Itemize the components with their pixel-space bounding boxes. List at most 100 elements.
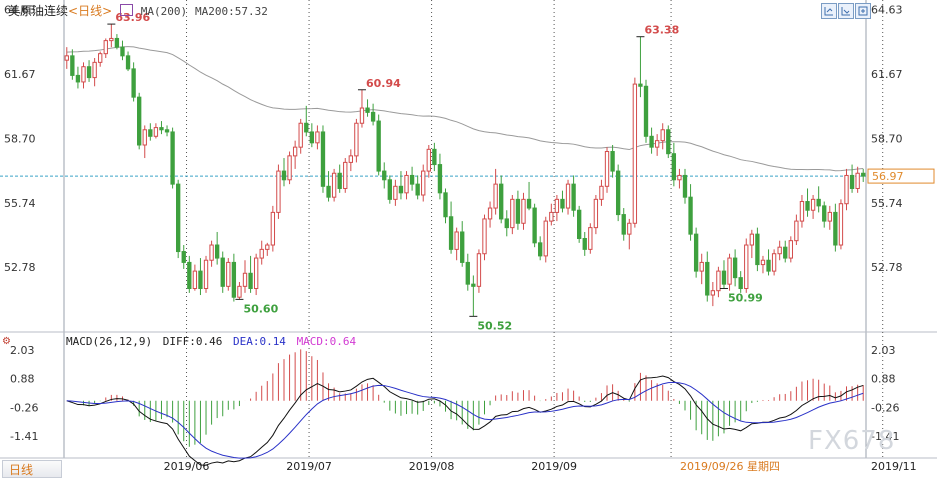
macd-y-tick-right: 0.88 bbox=[871, 373, 896, 386]
macd-diff-line bbox=[66, 375, 864, 466]
candle-body bbox=[276, 170, 281, 213]
x-tick-label: 2019/07 bbox=[286, 460, 332, 473]
candle-body bbox=[699, 261, 704, 272]
candle-body bbox=[504, 218, 509, 229]
candle-body bbox=[287, 155, 292, 181]
ma-value: MA200:57.32 bbox=[194, 5, 268, 18]
price-y-tick-right: 61.67 bbox=[871, 68, 903, 81]
candle-body bbox=[454, 231, 459, 250]
candle-body bbox=[192, 270, 198, 290]
candle-body bbox=[460, 231, 465, 263]
candle-body bbox=[304, 122, 309, 133]
price-y-tick-left: 55.74 bbox=[4, 197, 36, 210]
candle-body bbox=[92, 61, 97, 79]
macd-diff-value: DIFF:0.46 bbox=[162, 335, 223, 348]
candle-body bbox=[120, 46, 125, 57]
candle-body bbox=[638, 83, 643, 87]
candle-body bbox=[292, 146, 298, 157]
price-y-tick-right: 58.70 bbox=[871, 132, 903, 145]
expand-icon[interactable] bbox=[855, 3, 871, 19]
zoom-in-icon[interactable] bbox=[821, 3, 837, 19]
candle-body bbox=[326, 185, 331, 198]
candle-body bbox=[615, 170, 621, 216]
candle-body bbox=[465, 261, 470, 285]
price-y-tick-left: 58.70 bbox=[4, 132, 36, 145]
macd-label[interactable]: MACD(26,12,9) bbox=[66, 335, 153, 348]
candle-body bbox=[682, 174, 688, 198]
candle-body bbox=[783, 246, 788, 259]
candle-body bbox=[515, 198, 521, 224]
candle-body bbox=[649, 135, 654, 148]
candle-body bbox=[721, 270, 727, 285]
price-y-tick-left: 64.63 bbox=[4, 4, 36, 17]
macd-dea-value: DEA:0.14 bbox=[232, 335, 286, 348]
candle-body bbox=[861, 172, 866, 177]
candle-body bbox=[543, 220, 548, 257]
candle-body bbox=[448, 216, 454, 250]
candle-body bbox=[627, 222, 632, 235]
candle-body bbox=[421, 170, 426, 196]
candle-body bbox=[270, 211, 276, 246]
candle-body bbox=[153, 127, 159, 137]
candle-body bbox=[833, 211, 838, 246]
candle-body bbox=[164, 129, 170, 133]
period-label[interactable]: <日线> bbox=[68, 4, 113, 18]
candle-body bbox=[744, 244, 749, 290]
macd-header: MACD(26,12,9) DIFF:0.46 DEA:0.14 MACD:0.… bbox=[66, 335, 356, 348]
candle-body bbox=[577, 209, 582, 239]
candle-body bbox=[220, 257, 225, 287]
candle-body bbox=[387, 179, 392, 200]
candle-body bbox=[98, 53, 103, 63]
candle-body bbox=[359, 107, 365, 124]
x-tick-label: 2019/08 bbox=[409, 460, 455, 473]
candle-body bbox=[343, 161, 348, 189]
candle-body bbox=[510, 198, 515, 229]
cursor-date-label: 2019/09/26 星期四 bbox=[680, 460, 780, 473]
candle-body bbox=[209, 244, 214, 261]
candle-body bbox=[855, 172, 860, 189]
x-tick-label: 2019/09 bbox=[531, 460, 577, 473]
candle-body bbox=[159, 127, 164, 131]
candle-body bbox=[248, 272, 253, 290]
candle-body bbox=[432, 148, 437, 166]
candle-body bbox=[654, 140, 660, 148]
candle-body bbox=[604, 151, 610, 187]
candle-body bbox=[693, 233, 699, 272]
candle-body bbox=[526, 198, 532, 209]
zoom-out-icon[interactable] bbox=[838, 3, 854, 19]
chart-header: 美原油连续<日线> MA(200) MA200:57.32 bbox=[8, 2, 268, 19]
ma-indicator-icon[interactable] bbox=[119, 4, 133, 16]
high-annotation: 63.38 bbox=[644, 24, 679, 37]
candle-body bbox=[571, 183, 576, 211]
candle-body bbox=[738, 277, 743, 290]
period-tab-daily[interactable]: 日线 bbox=[2, 460, 62, 478]
candle-body bbox=[242, 272, 248, 287]
high-annotation: 60.94 bbox=[366, 77, 401, 90]
candle-body bbox=[599, 185, 604, 200]
candle-body bbox=[844, 174, 849, 205]
candle-body bbox=[86, 66, 92, 79]
low-annotation: 50.52 bbox=[477, 319, 512, 332]
watermark-logo: FX678 bbox=[808, 426, 896, 456]
macd-y-tick-left: 0.88 bbox=[10, 373, 35, 386]
macd-dea-line bbox=[66, 381, 864, 459]
candle-body bbox=[660, 129, 665, 142]
candle-body bbox=[794, 220, 799, 242]
ma-label[interactable]: MA(200) bbox=[140, 5, 188, 18]
candle-body bbox=[398, 185, 404, 194]
candle-body bbox=[226, 261, 231, 287]
candle-body bbox=[426, 148, 431, 172]
settings-icon[interactable]: ⚙ bbox=[2, 336, 11, 347]
candle-body bbox=[187, 261, 192, 290]
candle-body bbox=[376, 120, 381, 172]
candle-body bbox=[705, 261, 710, 296]
candle-body bbox=[610, 151, 615, 172]
candle-body bbox=[148, 129, 153, 137]
price-y-tick-left: 52.78 bbox=[4, 261, 36, 274]
candle-body bbox=[81, 66, 86, 83]
candle-body bbox=[588, 227, 593, 250]
x-tick-label: 2019/11 bbox=[871, 460, 917, 473]
candle-body bbox=[849, 174, 855, 189]
candle-body bbox=[214, 244, 220, 259]
